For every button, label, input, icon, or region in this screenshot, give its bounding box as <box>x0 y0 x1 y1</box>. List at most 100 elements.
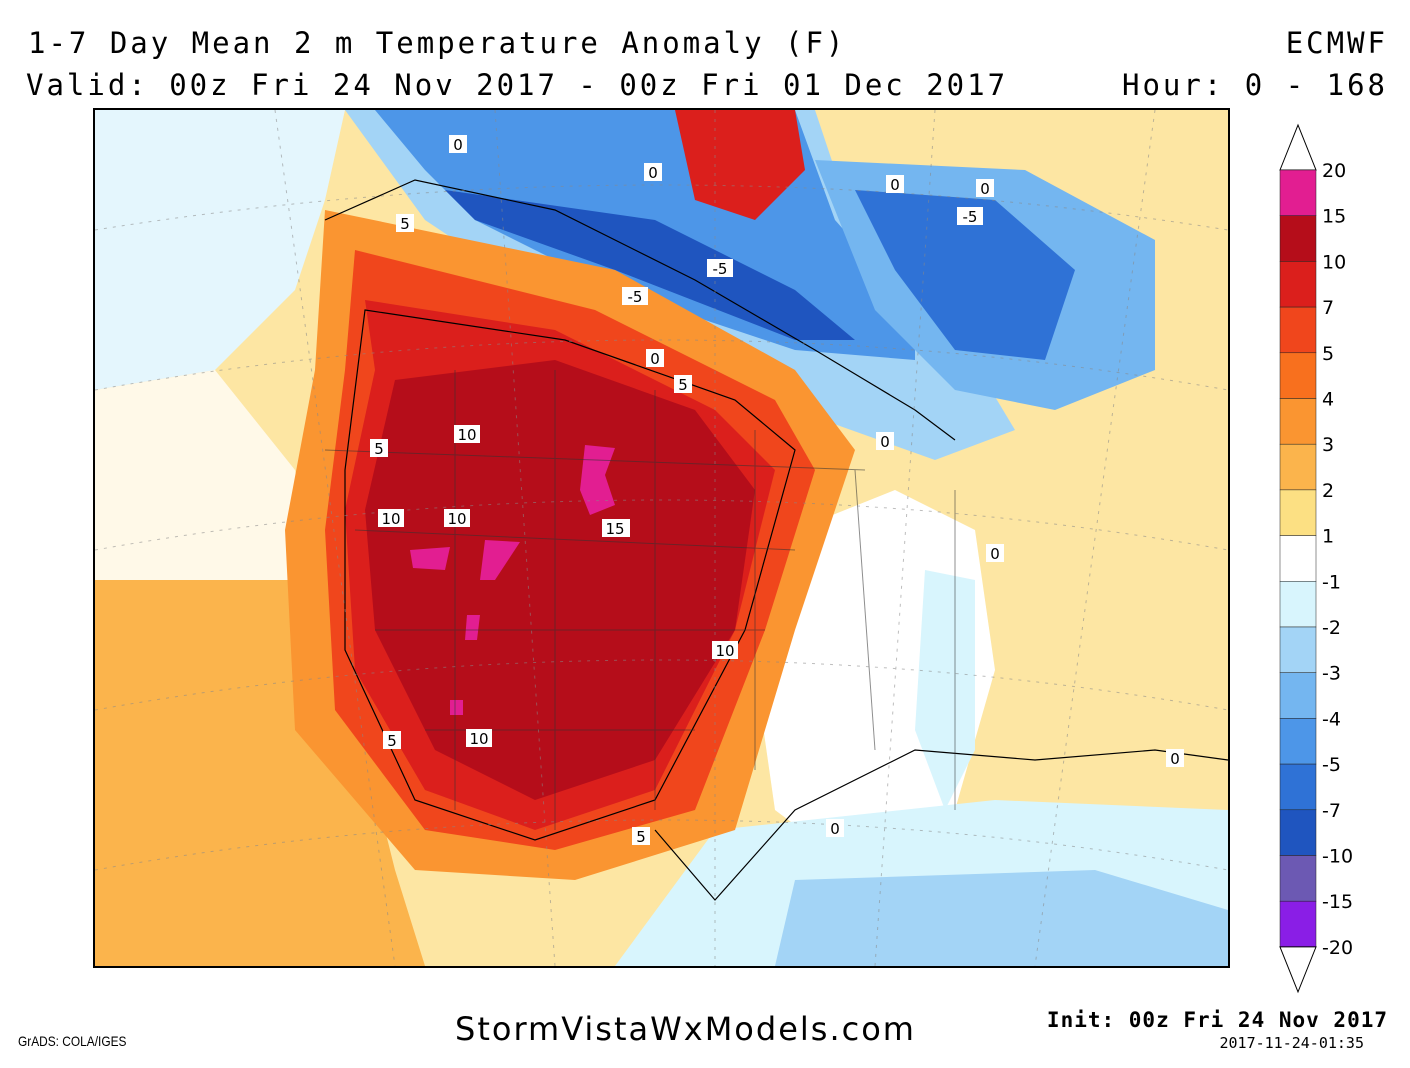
contour-label: 0 <box>826 819 844 838</box>
contour-label: 15 <box>602 519 628 538</box>
colorbar-swatch <box>1279 763 1317 811</box>
pacific-cool-region <box>95 110 345 390</box>
colorbar-tick-label: 5 <box>1322 343 1334 365</box>
colorbar-bottom-arrow <box>1279 946 1317 994</box>
svg-text:5: 5 <box>678 376 688 394</box>
colorbar-swatch <box>1279 443 1317 491</box>
color-scale-legend: 20 15 10 7 5 4 3 2 1 -1 -2 -3 -4 -5 -7 -10 -15 -20 <box>1279 123 1353 994</box>
site-watermark: StormVistaWxModels.com <box>455 1010 916 1048</box>
svg-text:0: 0 <box>1170 750 1180 768</box>
quebec-colder-core <box>855 190 1075 360</box>
zero-contour-north <box>324 179 956 441</box>
hotspot-utah <box>480 540 520 580</box>
map-canvas: 1510500-5-5-505105015101010105500000 <box>95 110 1228 966</box>
west-warm-15 <box>365 360 755 800</box>
svg-text:0: 0 <box>648 164 658 182</box>
colorbar-tick-label: -3 <box>1322 663 1341 685</box>
contour-label: 10 <box>466 729 492 748</box>
hotspot-south <box>450 700 463 715</box>
colorbar-tick-label: -5 <box>1322 754 1341 776</box>
grads-credit: GrADS: COLA/IGES <box>18 1033 127 1049</box>
colorbar-tick-label: -4 <box>1322 708 1341 730</box>
colorbar-swatch <box>1279 306 1317 354</box>
colorbar-tick-label: 15 <box>1322 206 1346 228</box>
colorbar-tick-label: -2 <box>1322 617 1341 639</box>
lat-lon-grid <box>95 110 1228 966</box>
svg-text:5: 5 <box>400 215 410 233</box>
svg-text:5: 5 <box>636 828 646 846</box>
contour-label: 10 <box>378 509 404 528</box>
svg-text:5: 5 <box>387 732 397 750</box>
colorbar-swatch <box>1279 809 1317 856</box>
colorbar-swatch <box>1279 261 1317 308</box>
contour-label: 10 <box>454 425 480 444</box>
colorbar-tick-label: 1 <box>1322 526 1334 548</box>
render-timestamp: 2017-11-24-01:35 <box>1219 1034 1365 1052</box>
contour-label: 0 <box>646 349 664 368</box>
colorbar-swatch <box>1279 352 1317 399</box>
contour-label: 5 <box>370 439 388 458</box>
contour-label: 10 <box>712 641 738 660</box>
contour-label: 5 <box>674 375 692 394</box>
colorbar-tick-label: 3 <box>1322 434 1334 456</box>
svg-text:-5: -5 <box>628 288 643 306</box>
init-time: Init: 00z Fri 24 Nov 2017 <box>1046 1008 1388 1032</box>
colorbar-tick-label: 4 <box>1322 389 1334 411</box>
colorbar-swatch <box>1279 900 1317 948</box>
contour-label: 5 <box>383 731 401 750</box>
hotspot-arizona <box>465 615 480 640</box>
contour-label: 0 <box>986 544 1004 563</box>
map-title: 1-7 Day Mean 2 m Temperature Anomaly (F) <box>28 26 847 60</box>
colorbar-tick-label: -1 <box>1322 571 1341 593</box>
svg-text:0: 0 <box>890 176 900 194</box>
contour-labels: 1510500-5-5-505105015101010105500000 <box>370 135 1184 846</box>
svg-text:0: 0 <box>453 136 463 154</box>
contour-label: 5 <box>632 827 650 846</box>
svg-text:10: 10 <box>447 510 466 528</box>
svg-text:10: 10 <box>715 642 734 660</box>
colorbar-swatch <box>1279 535 1317 582</box>
colorbar-swatch <box>1279 626 1317 673</box>
political-borders <box>324 370 956 830</box>
svg-text:10: 10 <box>381 510 400 528</box>
southeast-cool <box>915 570 975 810</box>
colorbar-swatch <box>1279 672 1317 719</box>
colorbar-tick-label: 7 <box>1322 297 1334 319</box>
colorbar-swatch <box>1279 169 1317 216</box>
hudson-warm-blob <box>675 110 805 220</box>
svg-text:0: 0 <box>830 820 840 838</box>
contour-label: 10 <box>444 509 470 528</box>
contour-label: -5 <box>707 259 733 278</box>
contour-label: -5 <box>957 207 983 226</box>
svg-text:15: 15 <box>605 520 624 538</box>
colorbar-tick-label: -10 <box>1322 846 1353 868</box>
svg-text:-5: -5 <box>963 208 978 226</box>
colorbar-top-arrow <box>1279 123 1317 171</box>
colorbar-tick-label: -20 <box>1322 937 1353 959</box>
svg-text:0: 0 <box>650 350 660 368</box>
pacific-neutral-region <box>95 370 315 590</box>
contour-label: 0 <box>976 179 994 198</box>
colorbar-swatch <box>1279 215 1317 262</box>
colorbar-tick-label: -7 <box>1322 800 1341 822</box>
svg-text:5: 5 <box>374 440 384 458</box>
colorbar-swatch <box>1279 855 1317 902</box>
contour-label: 5 <box>396 214 414 233</box>
canada-very-cold-core <box>445 190 855 340</box>
zero-contour-south <box>654 749 1228 901</box>
colorbar-tick-label: 2 <box>1322 480 1334 502</box>
svg-text:0: 0 <box>880 433 890 451</box>
caribbean-cooler <box>775 870 1228 966</box>
svg-text:10: 10 <box>457 426 476 444</box>
colorbar-swatch <box>1279 398 1317 445</box>
hotspot-great-basin <box>410 547 450 570</box>
anomaly-map: 1510500-5-5-505105015101010105500000 <box>93 108 1230 968</box>
hotspot-plains <box>580 445 615 515</box>
svg-text:-5: -5 <box>713 260 728 278</box>
contour-label: 0 <box>886 175 904 194</box>
contour-label: 0 <box>876 432 894 451</box>
colorbar-swatch <box>1279 718 1317 765</box>
valid-period: Valid: 00z Fri 24 Nov 2017 - 00z Fri 01 … <box>26 68 1009 102</box>
contour-label: -5 <box>622 287 648 306</box>
contour-label: 0 <box>644 163 662 182</box>
